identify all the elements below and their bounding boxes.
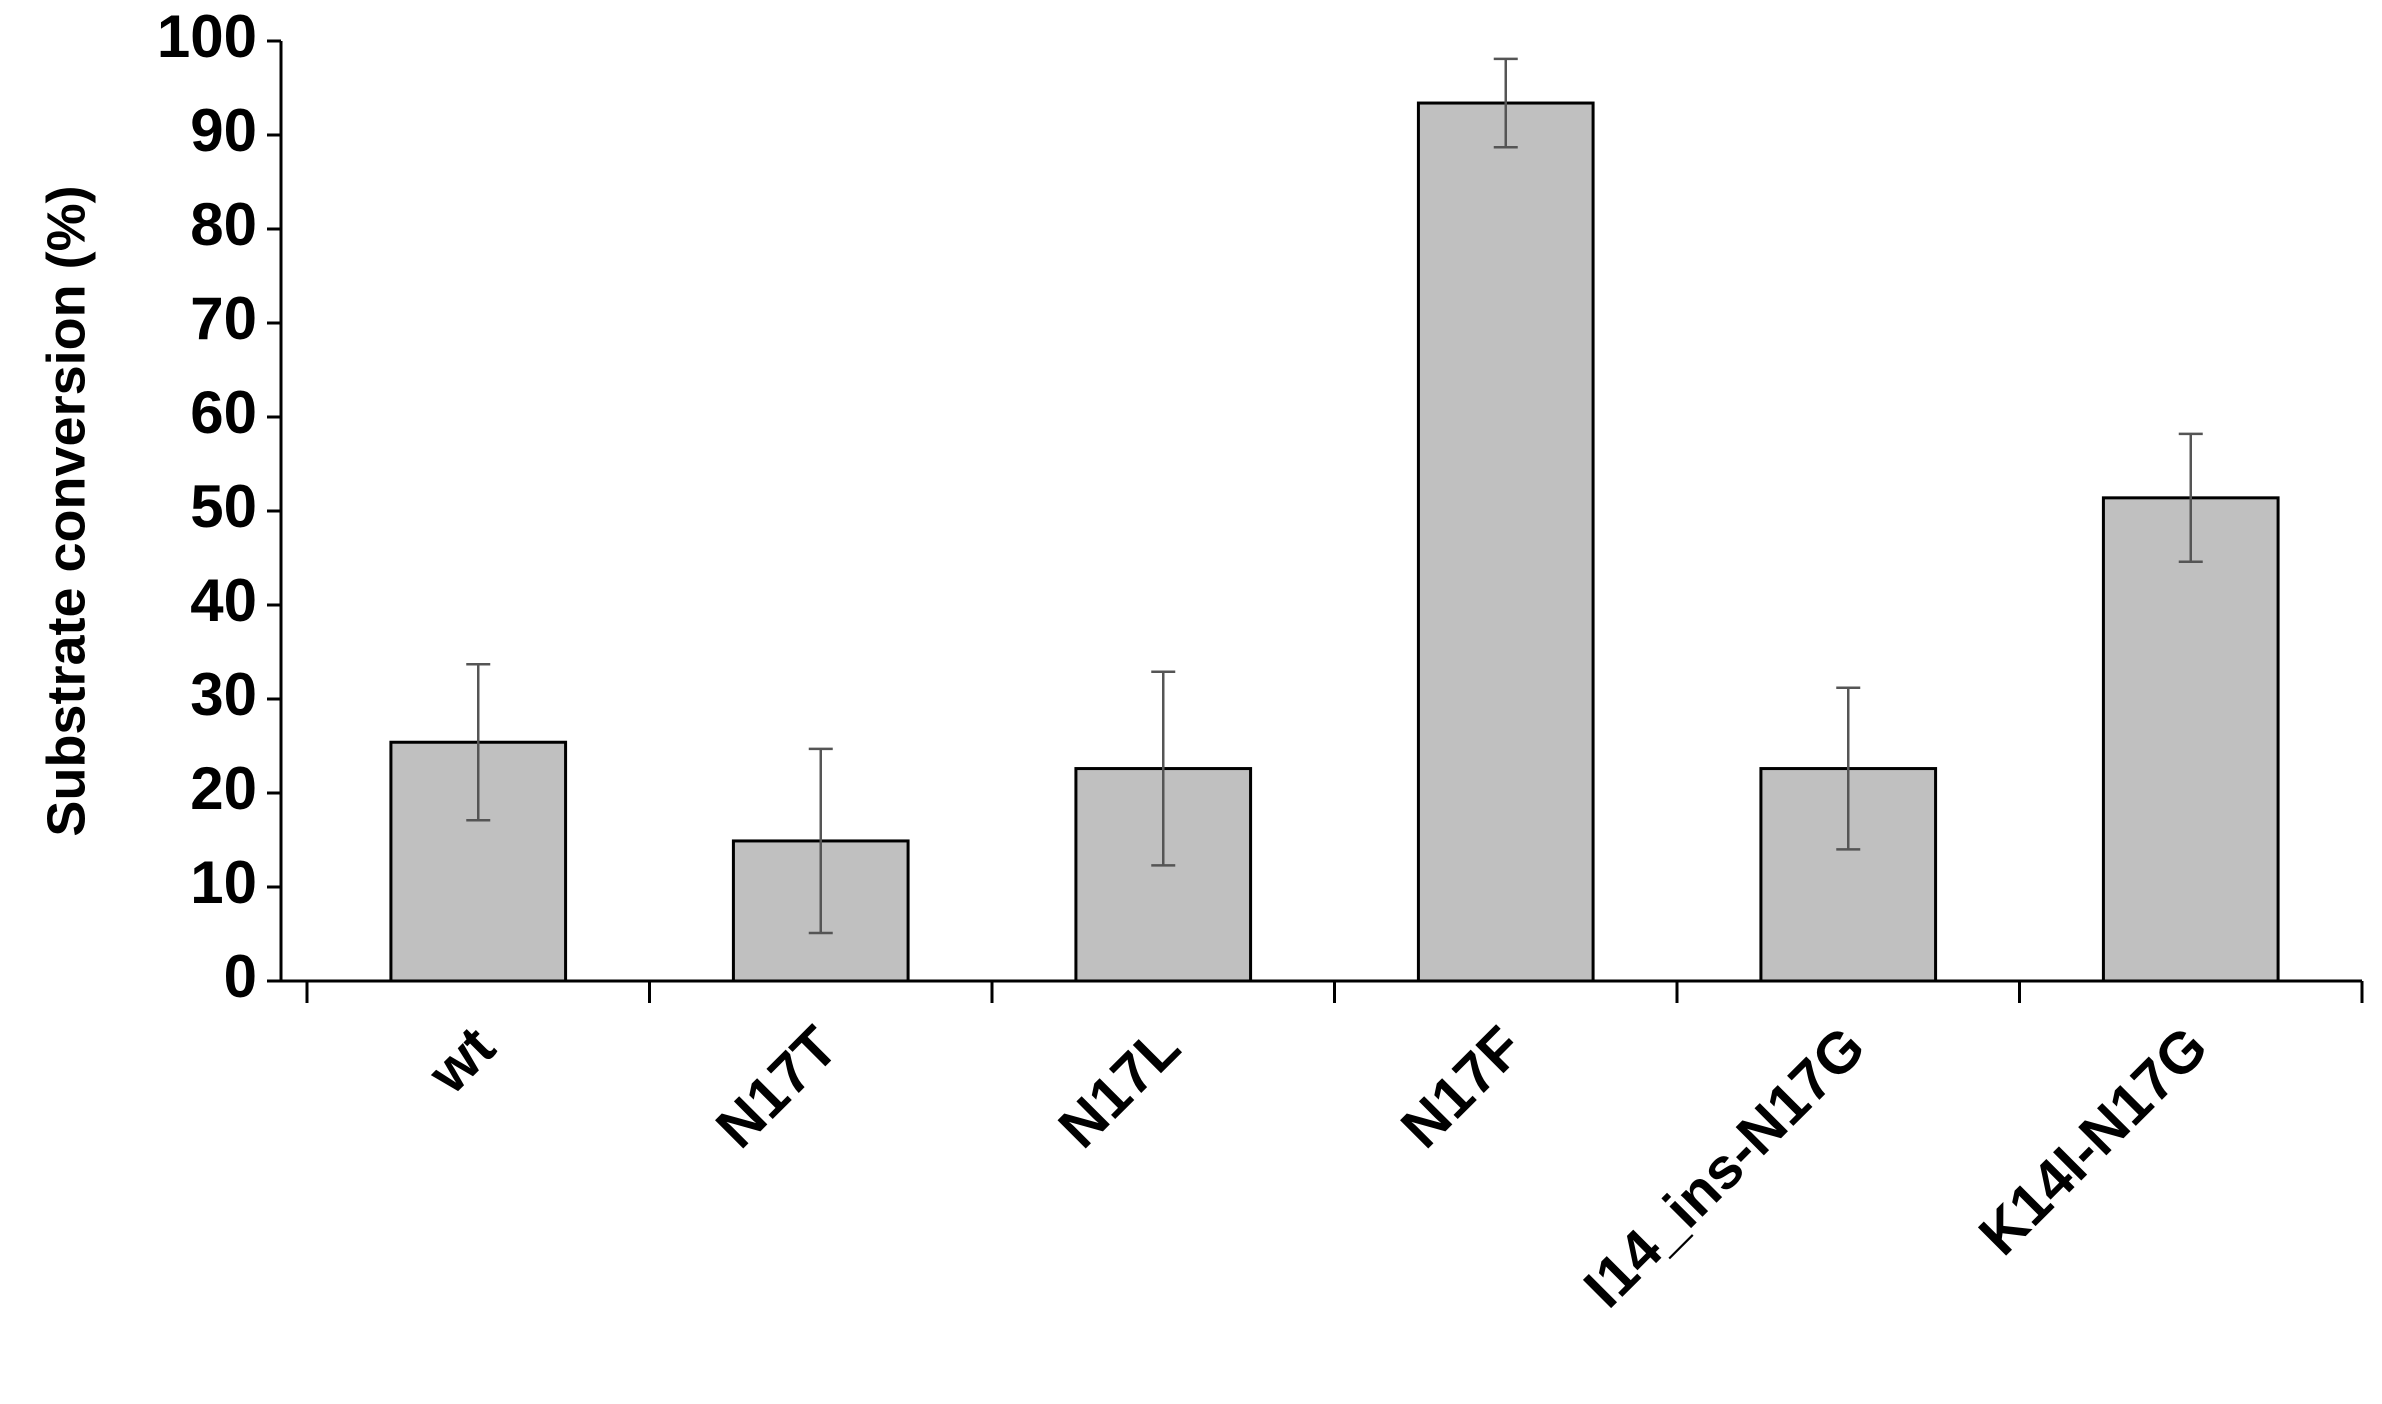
y-tick-label: 40 <box>190 567 257 634</box>
bar <box>1416 101 1595 983</box>
y-tick-label: 10 <box>190 849 257 916</box>
y-tick-label: 30 <box>190 661 257 728</box>
error-bar <box>808 747 833 935</box>
x-tick-label: wt <box>415 1014 507 1106</box>
y-tick-label: 90 <box>190 97 257 164</box>
x-tick-label: N17T <box>704 1014 850 1160</box>
x-tick-label: N17F <box>1389 1014 1535 1160</box>
error-bar <box>2178 432 2203 564</box>
error-bar <box>466 662 491 822</box>
y-tick-label: 50 <box>190 473 257 540</box>
y-tick-label: 20 <box>190 755 257 822</box>
y-tick-label: 0 <box>224 943 257 1010</box>
bar <box>1074 767 1253 983</box>
x-tick-label: N17L <box>1046 1014 1192 1160</box>
x-tick-label: I14_ins-N17G <box>1572 1014 1878 1320</box>
y-tick-label: 70 <box>190 285 257 352</box>
y-tick-label: 60 <box>190 379 257 446</box>
bar <box>2101 496 2280 983</box>
error-bar <box>1493 57 1518 149</box>
y-tick-label: 80 <box>190 191 257 258</box>
error-bar <box>1836 686 1861 851</box>
error-bar <box>1151 670 1176 867</box>
y-tick-label: 100 <box>157 3 257 70</box>
x-tick-label: K14I-N17G <box>1967 1014 2220 1267</box>
y-axis-label: Substrate conversion (%) <box>36 185 96 836</box>
